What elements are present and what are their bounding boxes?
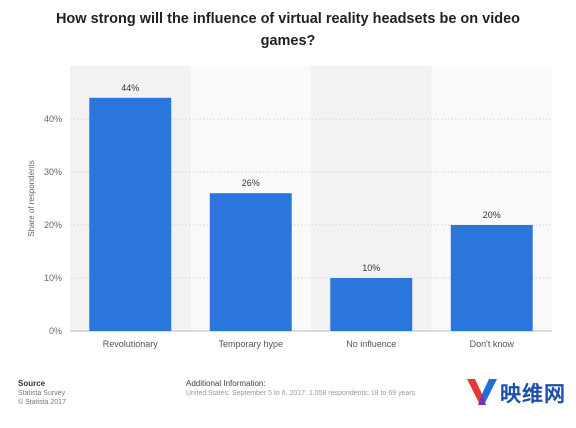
bar (89, 97, 172, 331)
watermark-logo-icon (467, 379, 497, 405)
y-tick-label: 0% (49, 326, 62, 336)
watermark: 映维网 (466, 376, 566, 410)
source-line-1: Statista Survey (18, 390, 66, 397)
y-tick-label: 10% (44, 273, 62, 283)
x-category-label: No influence (346, 339, 396, 349)
bar-value-label: 26% (242, 178, 260, 188)
bar (330, 278, 413, 331)
additional-info-block: Additional Information: United States; S… (186, 379, 415, 398)
bar (209, 193, 292, 331)
y-tick-label: 40% (44, 114, 62, 124)
x-category-label: Temporary hype (218, 339, 283, 349)
chart-title: How strong will the influence of virtual… (55, 11, 521, 49)
x-category-label: Don't know (470, 339, 515, 349)
bar-value-label: 20% (483, 210, 501, 220)
bar-chart: 0% 10% 20% 30% 40% Share of respondents 44% Rev… (27, 66, 552, 349)
bar-value-label: 44% (121, 83, 139, 93)
additional-info-text: United States; September 5 to 6, 2017; 1… (186, 390, 416, 397)
y-tick-label: 30% (44, 167, 62, 177)
bar (450, 225, 533, 331)
y-tick-label: 20% (44, 220, 62, 230)
y-axis-title: Share of respondents (27, 160, 36, 237)
source-block: Source Statista Survey © Statista 2017 (18, 379, 66, 407)
x-category-label: Revolutionary (103, 339, 159, 349)
additional-info-heading: Additional Information: (186, 379, 266, 388)
watermark-text: 映维网 (500, 382, 566, 406)
source-heading: Source (18, 379, 46, 388)
bar-value-label: 10% (362, 263, 380, 273)
source-line-2: © Statista 2017 (18, 399, 66, 406)
